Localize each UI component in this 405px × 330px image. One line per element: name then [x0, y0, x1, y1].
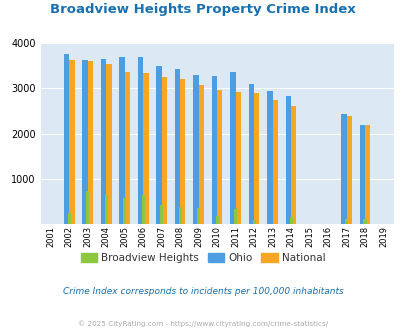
- Legend: Broadview Heights, Ohio, National: Broadview Heights, Ohio, National: [76, 249, 329, 267]
- Bar: [87, 61, 93, 224]
- Text: © 2025 CityRating.com - https://www.cityrating.com/crime-statistics/: © 2025 CityRating.com - https://www.city…: [78, 320, 327, 327]
- Bar: [180, 79, 185, 224]
- Bar: [252, 220, 255, 224]
- Bar: [160, 205, 163, 224]
- Bar: [141, 195, 145, 224]
- Bar: [193, 75, 198, 224]
- Bar: [175, 69, 180, 224]
- Bar: [198, 85, 203, 224]
- Bar: [364, 125, 369, 224]
- Bar: [359, 125, 364, 224]
- Bar: [362, 218, 366, 224]
- Bar: [285, 96, 290, 224]
- Bar: [82, 60, 87, 224]
- Bar: [138, 57, 143, 224]
- Bar: [217, 90, 222, 224]
- Bar: [215, 216, 218, 224]
- Bar: [272, 100, 277, 224]
- Bar: [64, 54, 69, 224]
- Bar: [101, 59, 106, 224]
- Bar: [289, 217, 292, 224]
- Bar: [162, 77, 166, 224]
- Bar: [143, 73, 148, 224]
- Bar: [235, 92, 241, 224]
- Bar: [104, 195, 108, 224]
- Bar: [344, 218, 347, 224]
- Bar: [156, 67, 161, 224]
- Bar: [346, 116, 351, 224]
- Bar: [248, 84, 254, 224]
- Bar: [254, 93, 259, 224]
- Bar: [233, 210, 237, 224]
- Text: Crime Index corresponds to incidents per 100,000 inhabitants: Crime Index corresponds to incidents per…: [62, 287, 343, 296]
- Text: Broadview Heights Property Crime Index: Broadview Heights Property Crime Index: [50, 3, 355, 16]
- Bar: [69, 60, 75, 224]
- Bar: [290, 106, 296, 224]
- Bar: [178, 207, 181, 224]
- Bar: [196, 208, 200, 224]
- Bar: [106, 64, 111, 224]
- Bar: [68, 213, 71, 224]
- Bar: [124, 72, 130, 224]
- Bar: [341, 114, 346, 224]
- Bar: [267, 90, 272, 224]
- Bar: [211, 76, 217, 224]
- Bar: [119, 57, 124, 224]
- Bar: [86, 191, 89, 224]
- Bar: [230, 72, 235, 224]
- Bar: [123, 198, 126, 224]
